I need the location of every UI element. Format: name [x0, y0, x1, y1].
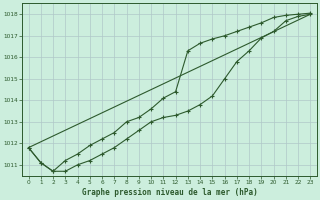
X-axis label: Graphe pression niveau de la mer (hPa): Graphe pression niveau de la mer (hPa) — [82, 188, 257, 197]
